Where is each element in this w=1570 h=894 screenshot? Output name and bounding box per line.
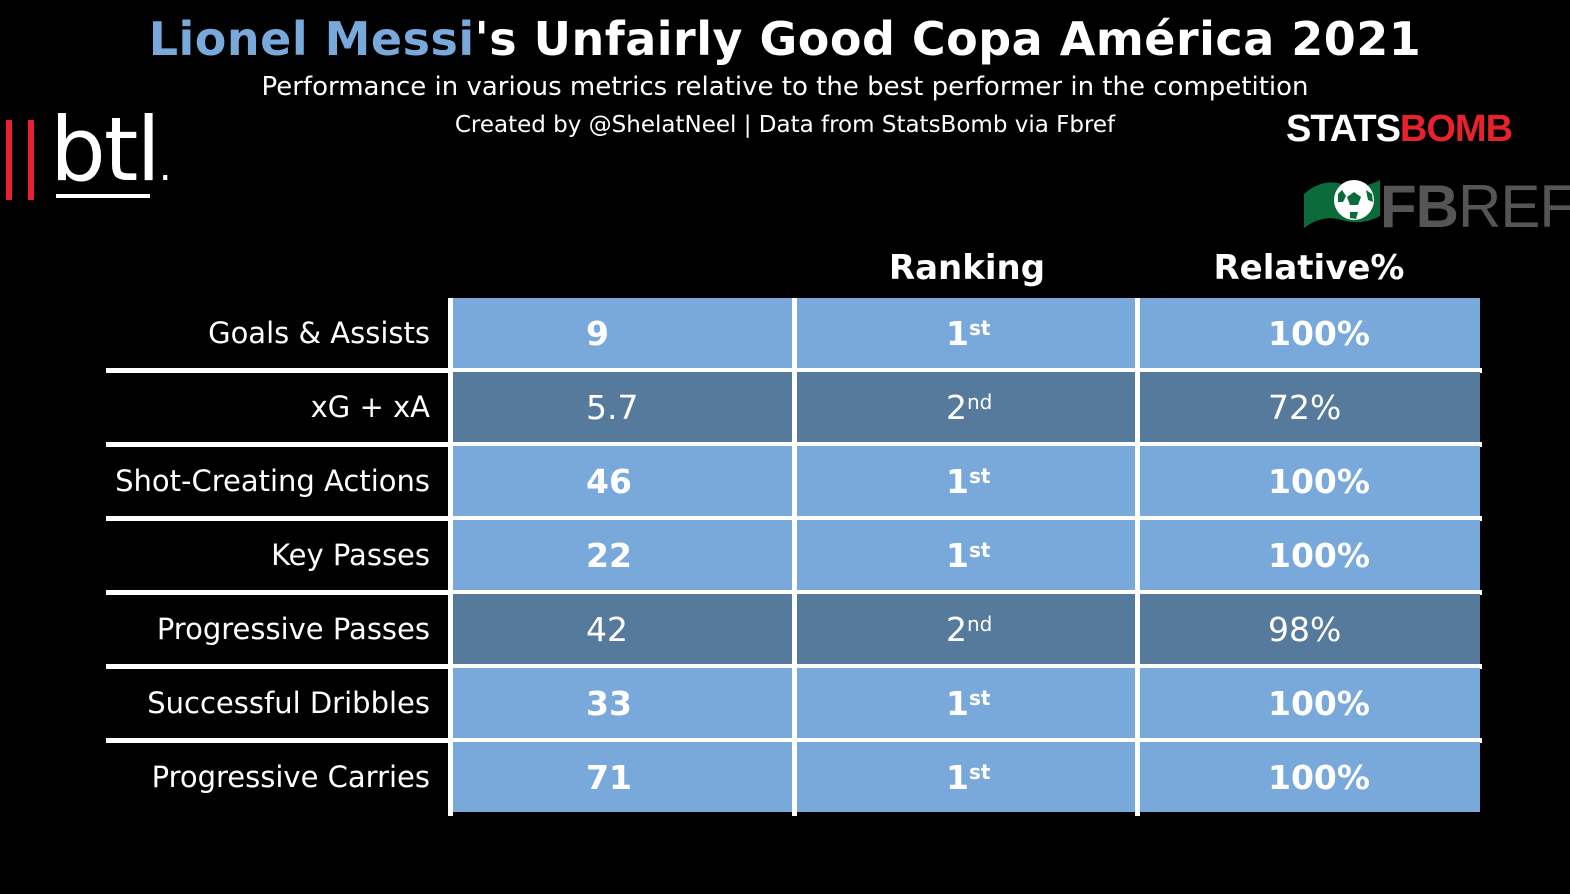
chart-subtitle: Performance in various metrics relative … — [261, 72, 1309, 102]
value-cell-text: 42 — [586, 609, 628, 649]
ranking-cell: 1st — [796, 742, 1138, 812]
value-cell: 46 — [452, 446, 794, 516]
btl-logo-underline — [56, 194, 150, 198]
value-cell: 42 — [452, 594, 794, 664]
row-label: Key Passes — [271, 538, 430, 572]
ranking-cell-text: 1st — [796, 462, 990, 501]
value-cell: 33 — [452, 668, 794, 738]
ranking-suffix: nd — [967, 611, 993, 636]
row-label: Successful Dribbles — [147, 686, 430, 720]
value-cell: 22 — [452, 520, 794, 590]
relative-cell: 72% — [1138, 372, 1480, 442]
ranking-cell-text: 1st — [796, 684, 990, 723]
relative-cell: 98% — [1138, 594, 1480, 664]
row-label: Shot-Creating Actions — [115, 464, 430, 498]
ranking-suffix: st — [968, 537, 991, 562]
ranking-cell-text: 2nd — [796, 610, 992, 649]
ranking-number: 2 — [946, 387, 967, 427]
ranking-number: 1 — [946, 535, 969, 575]
ranking-cell-text: 1st — [796, 314, 990, 353]
ranking-cell: 1st — [796, 446, 1138, 516]
column-header-relative: Relative% — [1213, 248, 1405, 288]
ranking-suffix: st — [968, 759, 991, 784]
relative-cell: 100% — [1138, 446, 1480, 516]
ranking-number: 1 — [946, 683, 969, 723]
column-header-ranking: Ranking — [888, 248, 1046, 288]
ranking-cell-text: 1st — [796, 758, 990, 797]
ranking-number: 1 — [946, 313, 969, 353]
ranking-suffix: st — [968, 463, 991, 488]
relative-cell-text: 72% — [1268, 387, 1342, 427]
column-divider — [448, 298, 453, 816]
ranking-number: 1 — [946, 461, 969, 501]
relative-cell-text: 100% — [1268, 461, 1370, 501]
value-cell: 5.7 — [452, 372, 794, 442]
row-label: xG + xA — [310, 390, 430, 424]
relative-cell-text: 100% — [1268, 313, 1370, 353]
row-label: Goals & Assists — [208, 316, 430, 350]
relative-cell-text: 98% — [1268, 609, 1342, 649]
value-cell-text: 22 — [586, 535, 632, 575]
ranking-cell: 2nd — [796, 594, 1138, 664]
btl-logo-bar-right — [28, 120, 34, 200]
relative-cell: 100% — [1138, 520, 1480, 590]
chart-title: Lionel Messi's Unfairly Good Copa Améric… — [0, 12, 1570, 66]
title-player-name: Lionel Messi — [148, 12, 475, 66]
btl-logo-text: btl. — [50, 98, 171, 201]
relative-cell-text: 100% — [1268, 535, 1370, 575]
ranking-suffix: st — [968, 685, 991, 710]
ranking-suffix: st — [968, 315, 991, 340]
column-divider — [1135, 298, 1140, 816]
statsbomb-logo: STATSBOMB — [1286, 108, 1513, 150]
ranking-cell-text: 2nd — [796, 388, 992, 427]
btl-logo: btl. — [6, 98, 176, 207]
value-cell-text: 46 — [586, 461, 632, 501]
relative-cell-text: 100% — [1268, 757, 1370, 797]
relative-cell: 100% — [1138, 742, 1480, 812]
ranking-number: 2 — [946, 609, 967, 649]
value-cell: 71 — [452, 742, 794, 812]
value-cell: 9 — [452, 298, 794, 368]
btl-logo-bar-left — [6, 120, 12, 200]
relative-cell-text: 100% — [1268, 683, 1370, 723]
value-cell-text: 5.7 — [586, 387, 639, 427]
row-label: Progressive Passes — [156, 612, 430, 646]
relative-cell: 100% — [1138, 298, 1480, 368]
ranking-cell: 1st — [796, 668, 1138, 738]
value-cell-text: 33 — [586, 683, 632, 723]
title-rest: 's Unfairly Good Copa América 2021 — [474, 12, 1422, 66]
relative-cell: 100% — [1138, 668, 1480, 738]
fbref-logo: FBREF — [1302, 172, 1570, 240]
fbref-logo-text: FBREF — [1380, 173, 1570, 240]
ranking-cell: 1st — [796, 520, 1138, 590]
row-label: Progressive Carries — [151, 760, 430, 794]
ranking-suffix: nd — [967, 389, 993, 414]
ranking-cell-text: 1st — [796, 536, 990, 575]
ranking-number: 1 — [946, 757, 969, 797]
fbref-ball-icon — [1304, 180, 1380, 228]
value-cell-text: 9 — [586, 313, 609, 353]
chart-credit: Created by @ShelatNeel | Data from Stats… — [454, 112, 1116, 138]
column-divider — [792, 298, 797, 816]
ranking-cell: 2nd — [796, 372, 1138, 442]
value-cell-text: 71 — [586, 757, 632, 797]
ranking-cell: 1st — [796, 298, 1138, 368]
